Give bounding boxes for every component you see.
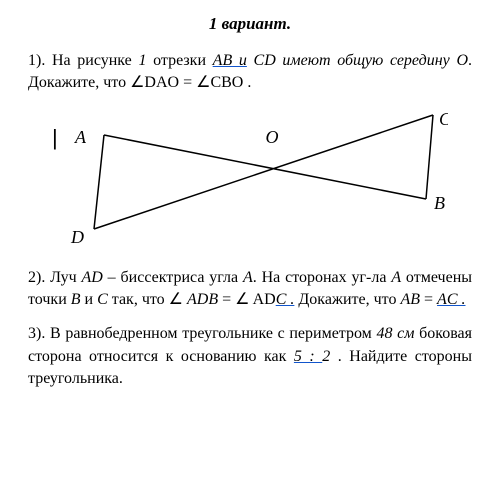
label-c: C [439, 109, 448, 129]
underline-c: C . [276, 291, 295, 308]
ratio-5: 5 : [294, 348, 322, 365]
label-o: O [266, 127, 279, 147]
problem-1: 1). На рисунке 1 отрезки AB и CD имеют о… [28, 50, 472, 253]
problem-3: 3). В равнобедренном треугольнике с пери… [28, 323, 472, 390]
underline-ac: AC . [437, 291, 465, 308]
problem-3-text: 3). В равнобедренном треугольнике с пери… [28, 323, 472, 390]
problem-1-text: 1). На рисунке 1 отрезки AB и CD имеют о… [28, 50, 472, 95]
text-cursor-mark: | [52, 125, 58, 150]
figure-1: A O C D B | [28, 103, 472, 253]
label-a: A [74, 127, 87, 147]
label-b: B [434, 193, 445, 213]
problem-2-text: 2). Луч AD – биссектриса угла A. На стор… [28, 267, 472, 312]
problem-2: 2). Луч AD – биссектриса угла A. На стор… [28, 267, 472, 312]
variant-title: 1 вариант. [28, 12, 472, 36]
segment-ab-cd: AB и [213, 52, 247, 69]
label-d: D [70, 227, 84, 247]
figure-1-svg: A O C D B | [28, 103, 448, 253]
